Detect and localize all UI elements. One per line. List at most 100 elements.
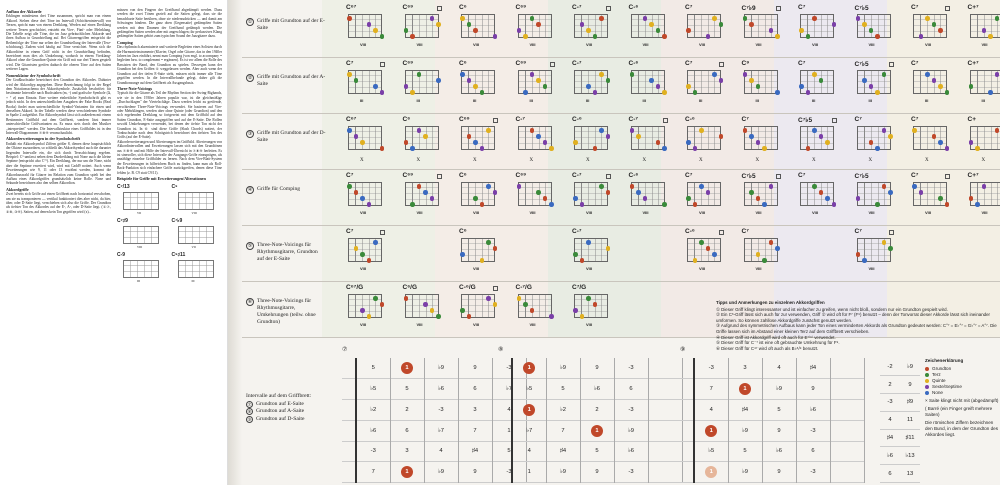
fret-label: III — [416, 98, 420, 103]
finger-dot — [742, 128, 747, 133]
chord-name: C-⁶ — [628, 172, 639, 179]
section-heading: Aufbau der Akkorde — [6, 9, 42, 14]
finger-dot — [888, 190, 893, 195]
legend-item: None — [925, 390, 999, 396]
finger-dot — [429, 196, 434, 201]
fret-cell: 1 — [728, 378, 763, 400]
finger-dot — [592, 90, 597, 95]
legend-note: ( Barré (ein Finger greift mehrere Saite… — [925, 406, 993, 417]
chord-grid — [574, 70, 610, 95]
tip-marker — [380, 230, 385, 235]
chord-grid — [517, 70, 552, 95]
finger-dot — [768, 240, 773, 245]
chord-name: C⁶⁹ — [402, 60, 414, 67]
finger-dot — [549, 202, 554, 207]
fret-label: VIII — [416, 322, 423, 327]
chord-diagram: C⁷ VIII — [911, 170, 951, 222]
fret-label: VIII — [755, 266, 762, 271]
chord-diagram: C-⁶ III — [629, 58, 669, 110]
finger-dot — [705, 246, 710, 251]
chord-diagram: C⁶⁹ VIII — [403, 170, 443, 222]
chord-diagram: C⁶ X — [403, 114, 443, 166]
row-label: ③ Griffe mit Grundton auf der D-Saite — [246, 130, 326, 144]
chord-grid — [347, 70, 384, 95]
finger-dot — [805, 146, 810, 151]
example-chord-name: C⁷/13 — [117, 184, 130, 191]
fret-label: VIII — [925, 42, 932, 47]
chord-name: C⁶ — [459, 228, 467, 235]
section-heading: Three-Note-Voicings — [117, 85, 153, 91]
legend: Zeichenerklärung Grundton Terz Quinte Sexte… — [925, 358, 999, 438]
chord-diagram: C⁷ VIII — [855, 226, 895, 278]
chord-grid — [460, 238, 497, 263]
interval-label-item: ⑨ Grundton auf D-Saite — [246, 416, 336, 424]
chord-diagram: C⁷♭5 X — [798, 114, 838, 166]
chord-name: C⁶⁹ — [515, 172, 527, 179]
row-label: ① Griffe mit Grundton auf der E-Saite — [246, 18, 326, 32]
chord-grid — [573, 238, 610, 263]
chord-grid — [912, 182, 949, 207]
chord-name: C⁷♭9 — [741, 5, 756, 12]
legend-swatch — [925, 367, 929, 371]
finger-dot — [410, 202, 415, 207]
fret-label: VIII — [473, 210, 480, 215]
tip-marker — [493, 118, 498, 123]
finger-dot — [423, 302, 428, 307]
chord-diagram: C⁶⁹ III — [403, 58, 443, 110]
fret-cell — [342, 420, 357, 441]
tip-item: ⑤ Dieser Griff für C⁻⁷ ist eine oft gebr… — [716, 340, 840, 346]
legend-item: Terz — [925, 372, 999, 378]
finger-dot — [403, 28, 408, 33]
example-chord-diagram: C⁹♯11 III — [172, 253, 223, 283]
example-chord-fret: VII — [137, 211, 142, 216]
fret-cell: -3 — [614, 461, 649, 483]
example-chord-grid-lines — [177, 226, 214, 245]
chord-grid — [686, 126, 723, 151]
chord-grid — [687, 238, 721, 263]
fret-label: VIII — [473, 42, 480, 47]
chord-name: C⁷ — [346, 60, 354, 67]
chord-name: C+⁷ — [967, 172, 979, 179]
fret-label: VIII — [868, 266, 875, 271]
fret-cell: ♭9 — [614, 420, 649, 441]
finger-dot — [831, 22, 836, 27]
chord-diagram: C⁶⁹ X — [459, 114, 499, 166]
finger-dot — [549, 146, 554, 151]
chord-grid — [347, 182, 382, 207]
tip-marker — [436, 174, 442, 179]
fret-cell — [830, 378, 865, 400]
section-heading: Nomenklatur der Symbolschrift — [6, 72, 61, 78]
example-chord-diagram: C-9 III — [117, 253, 168, 283]
chord-grid — [799, 70, 834, 95]
finger-dot — [975, 146, 980, 151]
finger-dot — [629, 184, 634, 189]
chord-diagram: C-⁷ VIII — [572, 170, 612, 222]
root-marker: 1 — [591, 424, 603, 437]
finger-dot — [981, 184, 986, 189]
finger-dot — [473, 140, 478, 145]
fret-cell: 4 — [512, 441, 547, 462]
fret-cell — [342, 461, 357, 483]
chord-diagram: C-⁶ VIII — [629, 170, 669, 222]
finger-dot — [592, 302, 597, 307]
fret-cell — [648, 378, 683, 400]
row-label: ⑥ Three-Note-Voicings für Rhythmusgitarre… — [246, 298, 326, 326]
finger-dot — [353, 190, 358, 195]
finger-dot — [379, 34, 384, 39]
finger-dot — [486, 296, 491, 301]
fret-cell: 9 — [580, 358, 615, 379]
finger-dot — [749, 190, 754, 195]
finger-dot — [742, 16, 747, 21]
fret-label: VIII — [360, 322, 367, 327]
finger-dot — [373, 240, 378, 245]
chord-name: C-⁷ — [572, 172, 582, 179]
chord-name: C⁷♭5 — [854, 61, 869, 68]
chord-name: C⁶⁹ — [515, 4, 527, 11]
finger-dot — [762, 202, 767, 207]
fret-cell: ♭5 — [356, 378, 391, 400]
finger-dot — [466, 22, 471, 27]
finger-dot — [366, 22, 371, 27]
fret-cell: 9 — [796, 378, 831, 400]
finger-dot — [586, 240, 591, 245]
tip-item: ⑥ Dieser Griff für C⁴⁷ wird oft auch als… — [716, 345, 819, 351]
